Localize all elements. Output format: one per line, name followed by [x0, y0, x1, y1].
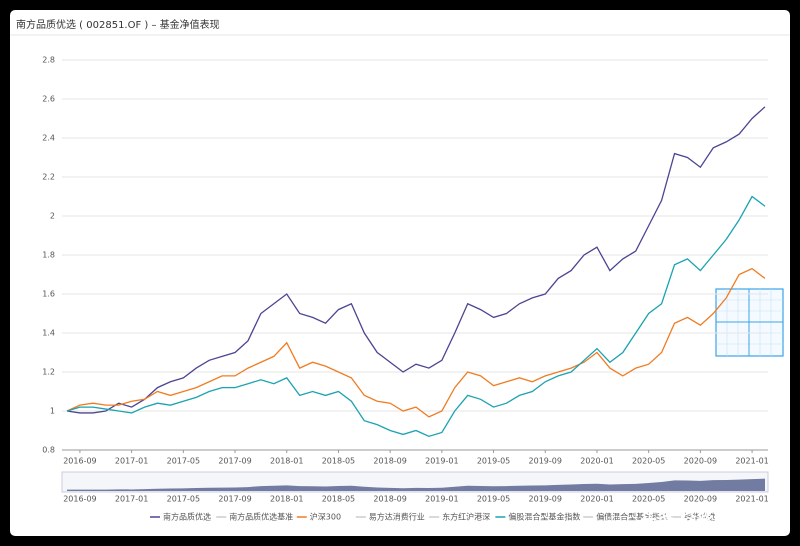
slider-tick-label: 2019-01 — [425, 495, 458, 504]
y-tick-label: 1.8 — [42, 251, 55, 260]
slider-tick-label: 2020-05 — [632, 495, 665, 504]
y-tick-label: 2.4 — [42, 134, 55, 143]
x-tick-label: 2017-01 — [115, 457, 148, 466]
x-tick-label: 2019-05 — [477, 457, 510, 466]
y-tick-label: 2.8 — [42, 56, 55, 65]
watermark: 头条 @彩虹种子 — [640, 509, 765, 530]
x-tick-label: 2017-09 — [218, 457, 251, 466]
legend-label[interactable]: 易方达消费行业 — [369, 512, 425, 522]
x-tick-label: 2018-09 — [373, 457, 406, 466]
slider-tick-label: 2018-01 — [270, 495, 303, 504]
legend-label[interactable]: 南方品质优选 — [163, 512, 211, 522]
legend-label[interactable]: 银华优选 — [684, 512, 716, 522]
slider-tick-label: 2019-09 — [529, 495, 562, 504]
y-tick-label: 1.6 — [42, 290, 55, 299]
slider-tick-label: 2020-09 — [684, 495, 717, 504]
legend-label[interactable]: 偏股混合型基金指数 — [508, 512, 580, 522]
grid-select-icon[interactable] — [715, 288, 784, 357]
x-tick-label: 2018-05 — [322, 457, 355, 466]
slider-tick-label: 2019-05 — [477, 495, 510, 504]
x-tick-label: 2016-09 — [63, 457, 96, 466]
slider-tick-label: 2018-09 — [373, 495, 406, 504]
x-tick-label: 2017-05 — [167, 457, 200, 466]
page-title: 南方品质优选 ( 002851.OF ) – 基金净值表现 — [16, 18, 220, 31]
y-tick-label: 2.6 — [42, 95, 55, 104]
x-tick-label: 2021-01 — [735, 457, 768, 466]
y-tick-label: 1 — [50, 407, 55, 416]
series-line — [66, 106, 766, 414]
y-tick-label: 2 — [50, 212, 55, 221]
x-tick-label: 2020-05 — [632, 457, 665, 466]
series-line — [66, 267, 766, 418]
y-tick-label: 2.2 — [42, 173, 55, 182]
slider-tick-label: 2016-09 — [63, 495, 96, 504]
x-tick-label: 2020-09 — [684, 457, 717, 466]
legend-label[interactable]: 南方品质优选基准 — [229, 512, 293, 522]
series-line — [66, 195, 766, 438]
legend-label[interactable]: 东方红沪港深 — [442, 512, 490, 522]
legend-label[interactable]: 沪深300 — [310, 512, 341, 522]
legend-label[interactable]: 偏债混合型基金指数 — [596, 512, 668, 522]
slider-tick-label: 2017-01 — [115, 495, 148, 504]
slider-tick-label: 2017-09 — [218, 495, 251, 504]
x-tick-label: 2018-01 — [270, 457, 303, 466]
slider-tick-label: 2018-05 — [322, 495, 355, 504]
slider-tick-label: 2017-05 — [167, 495, 200, 504]
x-tick-label: 2019-01 — [425, 457, 458, 466]
y-tick-label: 1.4 — [42, 329, 55, 338]
slider-area — [67, 478, 765, 491]
y-tick-label: 1.2 — [42, 368, 55, 377]
x-tick-label: 2019-09 — [529, 457, 562, 466]
slider-tick-label: 2020-01 — [580, 495, 613, 504]
panel — [10, 10, 790, 536]
slider-tick-label: 2021-01 — [735, 495, 768, 504]
y-tick-label: 0.8 — [42, 446, 55, 455]
x-tick-label: 2020-01 — [580, 457, 613, 466]
